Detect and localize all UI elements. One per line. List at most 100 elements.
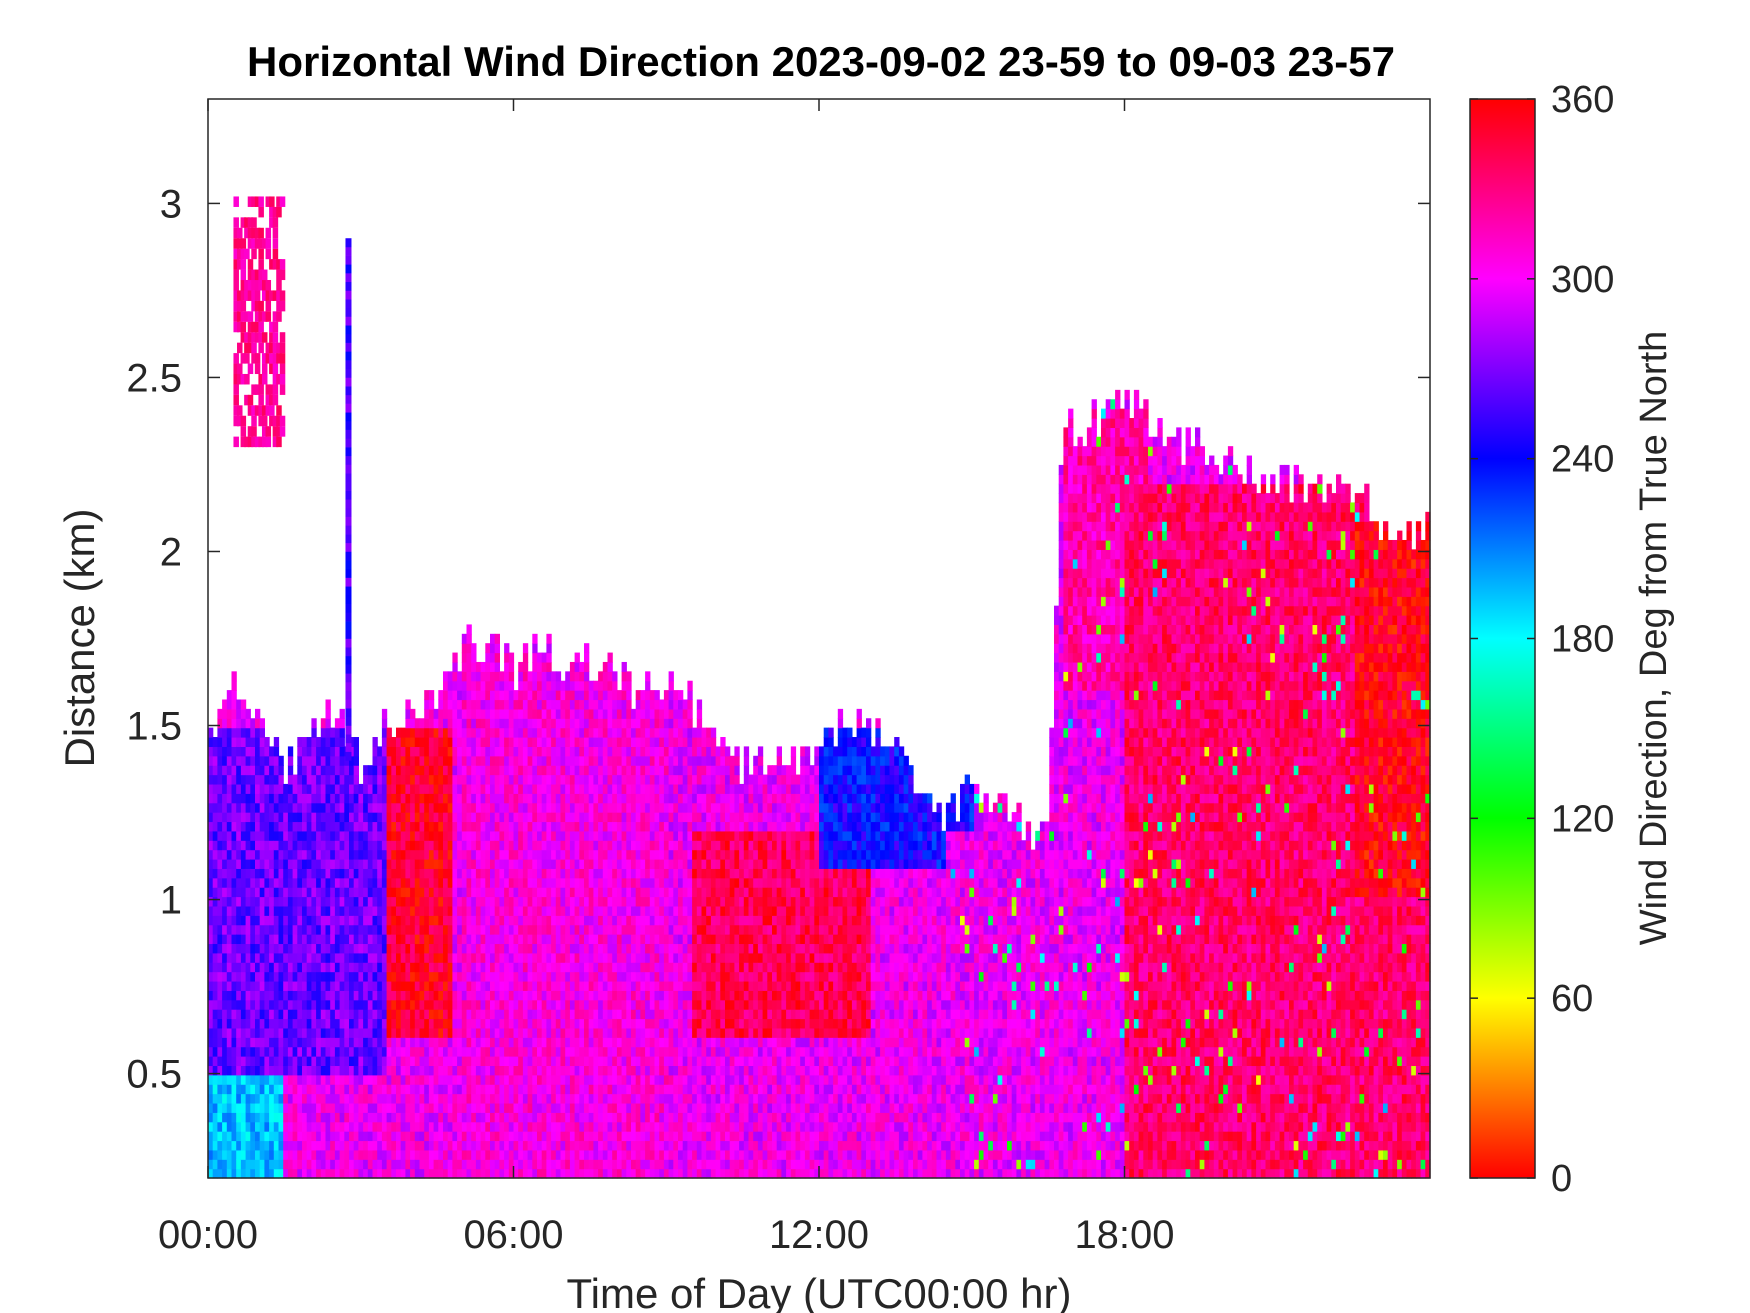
heatmap-cell [212,1121,218,1132]
heatmap-cell [438,1159,444,1170]
heatmap-cell [339,915,345,926]
heatmap-cell [527,1018,533,1029]
heatmap-cell [428,746,435,757]
heatmap-cell [565,952,571,963]
heatmap-cell [640,755,646,766]
heatmap-cell [475,934,482,945]
heatmap-cell [236,774,242,785]
heatmap-cell [428,934,435,945]
heatmap-cell [363,905,369,916]
heatmap-cell [659,1056,665,1067]
heatmap-cell [654,1140,660,1151]
heatmap-cell [212,877,218,888]
heatmap-cell [522,1037,529,1048]
heatmap-cell [292,1121,298,1132]
heatmap-cell [494,877,500,888]
heatmap-cell [471,783,477,794]
heatmap-cell [522,840,529,851]
heatmap-cell [466,671,472,682]
heatmap-cell [443,840,449,851]
heatmap-cell [245,1102,251,1113]
heatmap-cell [306,924,312,935]
heatmap-cell [508,830,515,841]
heatmap-cell [424,971,430,982]
heatmap-cell [513,746,519,757]
heatmap-cell [537,793,543,804]
heatmap-cell [560,812,566,823]
heatmap-cell [560,737,566,747]
heatmap-cell [546,690,552,701]
heatmap-cell [461,999,468,1010]
heatmap-cell [461,1074,468,1085]
heatmap-cell [569,980,576,991]
heatmap-cell [490,690,496,701]
heatmap-cell [494,643,500,654]
heatmap-cell [475,1159,482,1170]
heatmap-cell [551,1149,557,1160]
heatmap-cell [560,699,566,710]
heatmap-cell [287,1056,294,1067]
heatmap-cell [222,830,228,841]
heatmap-cell [259,849,265,860]
heatmap-cell [546,830,552,841]
heatmap-cell [424,755,430,766]
heatmap-cell [621,1121,627,1132]
heatmap-cell [377,915,383,926]
heatmap-cell [349,821,355,832]
heatmap-cell [447,830,453,841]
heatmap-cell [490,765,496,776]
heatmap-cell [457,924,463,935]
heatmap-cell [457,1149,463,1160]
heatmap-cell [522,737,529,747]
heatmap-cell [414,990,421,1001]
heatmap-cell [560,1140,566,1151]
heatmap-cell [367,849,374,860]
heatmap-cell [259,1037,265,1048]
heatmap-cell [659,1131,665,1142]
heatmap-cell [438,858,444,869]
heatmap-cell [306,746,312,757]
heatmap-cell [527,1131,533,1142]
heatmap-cell [264,868,270,879]
heatmap-cell [391,1065,397,1076]
heatmap-cell [513,755,519,766]
heatmap-cell [579,915,585,926]
heatmap-cell [537,971,543,982]
heatmap-cell [381,962,388,973]
heatmap-cell [598,802,604,813]
heatmap-cell [560,1112,566,1123]
heatmap-cell [649,858,656,869]
heatmap-cell [569,727,576,738]
heatmap-cell [518,793,524,804]
heatmap-cell [602,924,609,935]
heatmap-cell [217,840,223,851]
heatmap-cell [461,699,468,710]
heatmap-cell [363,868,369,879]
heatmap-cell [546,1112,552,1123]
heatmap-cell [231,727,237,738]
heatmap-cell [339,774,345,785]
heatmap-cell [367,1168,374,1179]
heatmap-cell [522,868,529,879]
heatmap-cell [226,952,233,963]
heatmap-cell [414,755,421,766]
heatmap-cell [344,1074,350,1085]
heatmap-cell [659,962,665,973]
heatmap-cell [654,1093,660,1104]
heatmap-cell [631,765,637,776]
heatmap-cell [579,699,585,710]
heatmap-cell [283,1065,289,1076]
heatmap-cell [292,783,298,794]
heatmap-cell [339,1018,345,1029]
heatmap-cell [471,661,477,672]
heatmap-cell [584,1084,590,1095]
heatmap-cell [555,896,562,907]
heatmap-cell [297,980,303,991]
heatmap-cell [452,840,458,851]
heatmap-cell [555,849,562,860]
heatmap-cell [386,1093,392,1104]
heatmap-cell [537,1009,543,1020]
heatmap-cell [504,699,510,710]
heatmap-cell [471,755,477,766]
heatmap-cell [452,718,458,729]
